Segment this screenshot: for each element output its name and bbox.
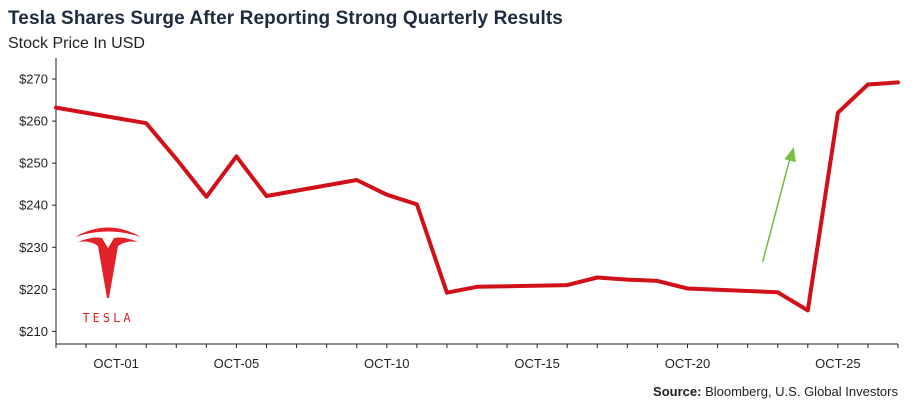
y-tick-label: $220 bbox=[19, 282, 48, 297]
y-tick-label: $270 bbox=[19, 72, 48, 87]
y-tick-label: $240 bbox=[19, 198, 48, 213]
data-point bbox=[566, 284, 568, 286]
source-text: Bloomberg, U.S. Global Investors bbox=[705, 384, 898, 399]
data-point bbox=[656, 280, 658, 282]
y-tick-label: $210 bbox=[19, 324, 48, 339]
data-point bbox=[867, 83, 869, 85]
data-point bbox=[235, 155, 237, 157]
data-point bbox=[807, 309, 809, 311]
y-tick-label: $230 bbox=[19, 240, 48, 255]
x-tick-label: OCT-25 bbox=[815, 356, 861, 371]
trend-arrow-line bbox=[761, 154, 792, 263]
y-tick-label: $260 bbox=[19, 114, 48, 129]
data-point bbox=[596, 277, 598, 279]
x-tick-label: OCT-05 bbox=[214, 356, 260, 371]
data-point bbox=[777, 291, 779, 293]
data-point bbox=[386, 194, 388, 196]
data-point bbox=[897, 81, 899, 83]
price-line bbox=[54, 80, 900, 313]
chart-subtitle: Stock Price In USD bbox=[8, 35, 145, 52]
data-point bbox=[145, 122, 147, 124]
marks bbox=[54, 80, 900, 313]
data-point bbox=[476, 286, 478, 288]
data-point bbox=[205, 196, 207, 198]
data-point bbox=[416, 203, 418, 205]
data-point bbox=[837, 112, 839, 114]
data-point bbox=[446, 292, 448, 294]
x-tick-label: OCT-20 bbox=[665, 356, 711, 371]
data-point bbox=[626, 279, 628, 281]
x-tick-label: OCT-10 bbox=[364, 356, 410, 371]
tesla-logo-bar bbox=[75, 227, 141, 237]
data-point bbox=[55, 107, 57, 109]
chart-title: Tesla Shares Surge After Reporting Stron… bbox=[8, 8, 563, 29]
source-line: Source: Bloomberg, U.S. Global Investors bbox=[653, 384, 898, 399]
trend-arrow-head bbox=[784, 147, 796, 163]
tesla-logo-t bbox=[78, 237, 138, 298]
data-point bbox=[266, 195, 267, 197]
x-tick-label: OCT-15 bbox=[514, 356, 560, 371]
y-tick-label: $250 bbox=[19, 156, 48, 171]
data-point bbox=[356, 179, 358, 181]
data-point bbox=[175, 158, 177, 160]
tesla-logo-wordmark: TESLA bbox=[82, 311, 133, 325]
source-label: Source: bbox=[653, 384, 702, 399]
data-point bbox=[687, 287, 688, 289]
x-tick-label: OCT-01 bbox=[93, 356, 139, 371]
tesla-logo: TESLA bbox=[75, 227, 141, 325]
axes: $210 $220 $230 $240 $250 $260 $270 OCT-01 OCT-05… bbox=[19, 58, 899, 371]
